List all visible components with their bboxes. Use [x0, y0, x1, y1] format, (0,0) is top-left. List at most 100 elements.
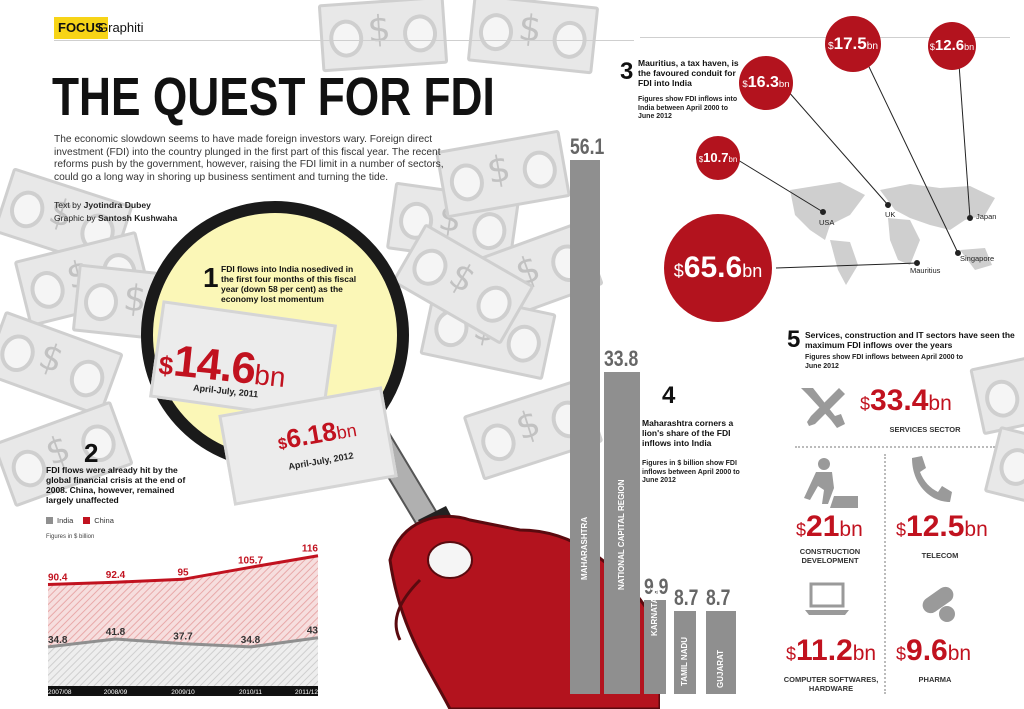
sector-unit: bn: [852, 642, 877, 665]
sector-number: 9.6: [906, 634, 948, 667]
china-data-label: 105.7: [238, 555, 263, 566]
pill-icon: [922, 586, 955, 622]
dollar-bill: $: [466, 0, 600, 75]
point1-number: 1: [203, 262, 219, 293]
point3-number: 3: [620, 58, 634, 85]
x-tick-label: 2009/10: [171, 689, 195, 696]
country-value: 12.6: [934, 37, 965, 54]
china-data-label: 116: [302, 544, 319, 555]
state-bar: [570, 160, 600, 694]
country-value: 65.6: [683, 251, 743, 284]
country-unit: bn: [742, 261, 763, 281]
sector-value: $11.2bn: [786, 634, 876, 668]
page-title: THE QUEST FOR FDI: [52, 67, 495, 127]
currency-symbol: $: [673, 261, 684, 281]
sector-value: $21bn: [796, 510, 863, 544]
chart-note: Figures in $ billion: [46, 534, 95, 540]
country-label-uk: UK: [885, 210, 896, 219]
world-map: [790, 182, 995, 285]
phone-icon: [912, 456, 952, 502]
india-area: [48, 637, 318, 686]
country-unit: bn: [728, 155, 738, 164]
currency-symbol: $: [896, 520, 907, 540]
fdi-line-chart: 90.4 92.4 95 105.7 116 34.8 41.8 37.7 34.8 43 2007…: [47, 544, 319, 696]
sector-label: TELECOM: [921, 551, 959, 560]
china-data-label: 92.4: [106, 570, 126, 581]
currency-symbol: $: [742, 79, 748, 90]
sector-divider: [884, 454, 887, 694]
sector-unit: bn: [964, 518, 988, 541]
country-value: 17.5: [833, 34, 867, 53]
sector-number: 11.2: [796, 634, 853, 667]
currency-symbol: $: [896, 644, 907, 664]
legend-label-india: India: [57, 516, 74, 525]
country-unit: bn: [964, 42, 975, 52]
country-bubble-uk: $16.3bn: [739, 56, 793, 110]
india-data-label: 43: [307, 626, 319, 637]
state-bar: [604, 372, 640, 694]
state-bar-label: KARNATAKA: [650, 586, 659, 636]
state-bar: [706, 611, 736, 694]
graphic-credit: Graphic by Santosh Kushwaha: [54, 213, 177, 223]
laptop-icon: [805, 582, 849, 615]
dollar-bill: $: [969, 342, 1024, 436]
intro-paragraph: The economic slowdown seems to have made…: [54, 134, 444, 183]
x-tick-label: 2008/09: [104, 689, 128, 696]
sector-number: 33.4: [870, 384, 929, 417]
state-bar-value: 8.7: [706, 585, 731, 611]
country-label-usa: USA: [819, 218, 835, 227]
tools-icon: [801, 388, 845, 428]
sector-label: SERVICES SECTOR: [889, 425, 961, 434]
point2-number: 2: [84, 438, 99, 468]
point5-note: Figures show FDI inflows between April 2…: [805, 354, 964, 370]
x-tick-label: 2007/08: [48, 689, 72, 696]
sector-label: COMPUTER SOFTWARES, HARDWARE: [783, 675, 879, 693]
currency-symbol: $: [827, 41, 834, 52]
country-label-japan: Japan: [976, 212, 997, 221]
country-value: 10.7: [703, 150, 729, 165]
currency-symbol: $: [698, 155, 704, 164]
country-value: 16.3: [747, 74, 779, 91]
text-credit: Text by Jyotindra Dubey: [54, 200, 151, 210]
country-unit: bn: [866, 41, 879, 52]
x-axis-band: [48, 686, 318, 696]
point3-note: Figures show FDI inflows into India betw…: [638, 96, 738, 121]
section-name: Graphiti: [98, 20, 144, 35]
value-unit: bn: [252, 358, 288, 394]
country-bubble-usa: $10.7bn: [696, 136, 740, 180]
value-unit: bn: [335, 420, 359, 444]
point1-text: FDI flows into India nosedived in the fi…: [221, 264, 357, 304]
sector-value: $12.5bn: [896, 510, 988, 544]
sector-unit: bn: [947, 642, 972, 665]
india-data-label: 34.8: [48, 635, 68, 646]
currency-symbol: $: [860, 394, 871, 414]
dollar-bill: $: [983, 425, 1024, 523]
credit-author: Jyotindra Dubey: [83, 200, 151, 210]
point4-note: Figures in $ billion show FDI inflows be…: [642, 460, 740, 485]
x-tick-label: 2010/11: [239, 689, 262, 696]
sector-number: 21: [806, 510, 840, 543]
india-data-label: 37.7: [173, 632, 193, 643]
state-bar-value: 56.1: [570, 134, 605, 159]
worker-icon: [804, 458, 858, 508]
sector-value: $33.4bn: [860, 384, 952, 418]
country-connectors: [737, 47, 973, 269]
section-tag: FOCUS: [54, 17, 108, 39]
country-label-singapore: Singapore: [960, 254, 995, 263]
sector-value: $9.6bn: [896, 634, 971, 668]
point5-number: 5: [787, 326, 801, 353]
sector-unit: bn: [928, 392, 952, 415]
state-bar-label: MAHARASHTRA: [580, 516, 589, 580]
india-data-label: 41.8: [106, 627, 126, 638]
sector-unit: bn: [839, 518, 863, 541]
state-bar-value: 8.7: [674, 585, 699, 611]
sector-divider: [795, 446, 995, 449]
india-line: [47, 636, 319, 649]
state-bar-value: 33.8: [604, 346, 639, 372]
state-bar: [674, 611, 696, 694]
country-bubble-mauritius: $65.6bn: [664, 214, 772, 322]
point4-text: Maharashtra corners a lion's share of th…: [642, 418, 734, 448]
china-data-label: 95: [177, 567, 189, 578]
state-bar-label: NATIONAL CAPITAL REGION: [617, 479, 626, 590]
legend-swatch-india: [46, 517, 53, 524]
